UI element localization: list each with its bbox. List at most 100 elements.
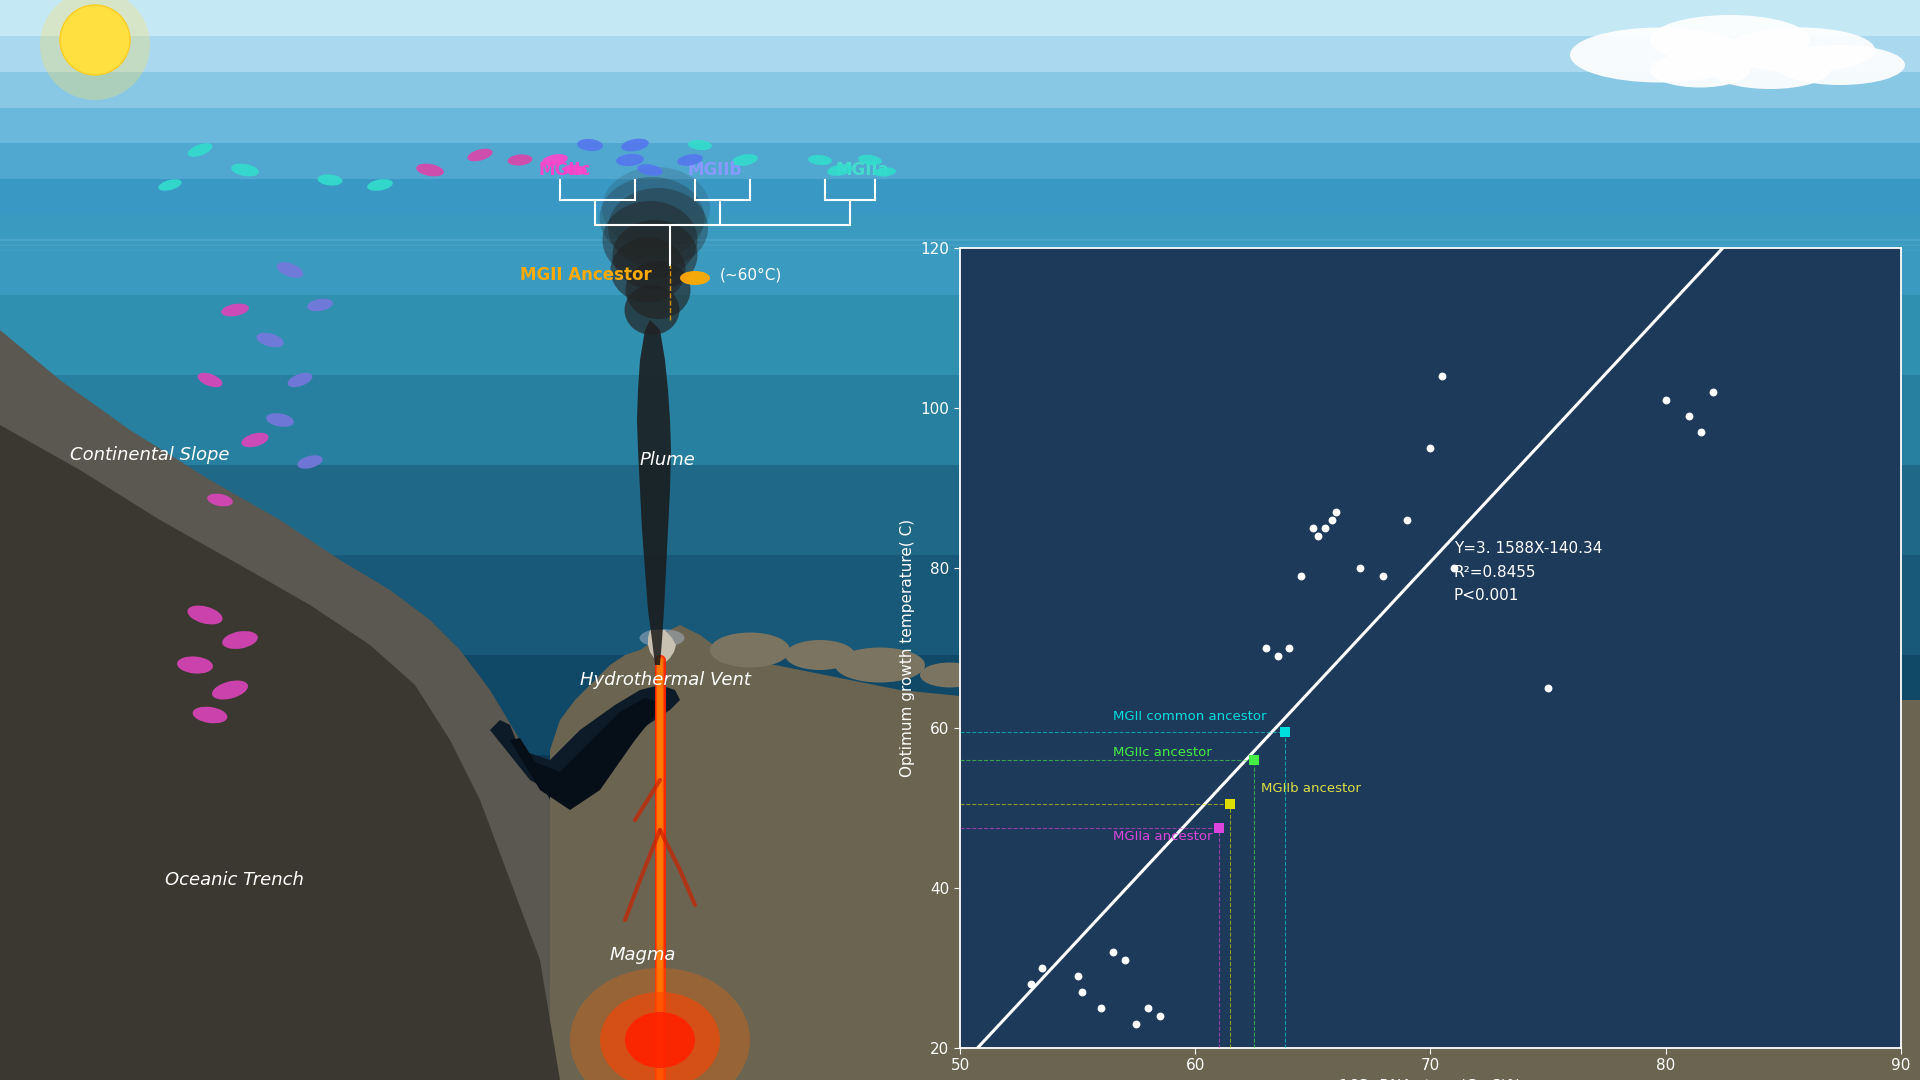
Polygon shape (649, 630, 676, 665)
Ellipse shape (1724, 27, 1876, 72)
Ellipse shape (242, 433, 269, 447)
Point (1238, 752, 1269, 769)
Ellipse shape (680, 271, 710, 285)
Polygon shape (0, 400, 561, 1080)
Ellipse shape (198, 373, 223, 388)
Ellipse shape (1010, 670, 1091, 700)
Ellipse shape (177, 657, 213, 674)
Ellipse shape (367, 179, 394, 191)
Bar (0, 36, 1920, 71)
Point (1269, 724, 1300, 741)
Text: MGIIc ancestor: MGIIc ancestor (1114, 746, 1212, 759)
Text: MGII Ancestor: MGII Ancestor (520, 266, 651, 284)
Bar (0, 755, 1920, 855)
Bar (0, 375, 1920, 465)
Text: Y=3. 1588X-140.34
R²=0.8455
P<0.001: Y=3. 1588X-140.34 R²=0.8455 P<0.001 (1453, 541, 1603, 603)
Point (1438, 559, 1469, 577)
Ellipse shape (578, 139, 603, 151)
Point (1215, 795, 1246, 812)
Ellipse shape (710, 633, 789, 667)
Ellipse shape (1649, 53, 1749, 87)
Point (1298, 519, 1329, 537)
Text: Oceanic Trench: Oceanic Trench (165, 870, 303, 889)
Ellipse shape (192, 706, 227, 724)
Ellipse shape (603, 167, 710, 249)
Point (1415, 440, 1446, 457)
Point (1427, 367, 1457, 384)
Point (1697, 383, 1728, 401)
Text: Plume: Plume (639, 451, 695, 469)
Text: Magma: Magma (611, 946, 676, 964)
Point (1649, 392, 1682, 409)
Point (1392, 512, 1423, 529)
Ellipse shape (211, 680, 248, 700)
Ellipse shape (616, 153, 643, 166)
Ellipse shape (1649, 15, 1811, 65)
Ellipse shape (835, 648, 925, 683)
Ellipse shape (1774, 45, 1905, 85)
Point (1317, 512, 1348, 529)
Ellipse shape (157, 179, 182, 191)
Ellipse shape (1571, 27, 1749, 82)
Ellipse shape (874, 167, 897, 177)
Ellipse shape (507, 154, 532, 165)
Ellipse shape (230, 163, 259, 176)
Ellipse shape (563, 165, 588, 175)
Point (1261, 647, 1292, 664)
Point (1062, 967, 1092, 984)
Ellipse shape (808, 154, 831, 165)
Bar (0, 295, 1920, 375)
Ellipse shape (687, 140, 712, 150)
Ellipse shape (288, 373, 313, 388)
Point (1275, 639, 1306, 657)
Ellipse shape (417, 163, 444, 176)
Ellipse shape (828, 164, 852, 176)
Text: MGIIb ancestor: MGIIb ancestor (1261, 782, 1361, 795)
Ellipse shape (785, 640, 854, 670)
Y-axis label: Optimum growth temperature( C): Optimum growth temperature( C) (900, 518, 916, 778)
Ellipse shape (188, 144, 213, 157)
Ellipse shape (599, 177, 705, 259)
Ellipse shape (678, 154, 703, 166)
Ellipse shape (1711, 51, 1830, 89)
Ellipse shape (920, 662, 979, 688)
Text: MGIIc: MGIIc (540, 161, 591, 179)
Bar (0, 780, 1920, 1080)
Text: Hydrothermal Vent: Hydrothermal Vent (580, 671, 751, 689)
Bar (0, 71, 1920, 108)
Point (1344, 559, 1375, 577)
Ellipse shape (609, 188, 708, 268)
Ellipse shape (207, 494, 232, 507)
Ellipse shape (611, 238, 685, 302)
Point (1302, 527, 1332, 544)
Point (1027, 959, 1058, 976)
Ellipse shape (732, 154, 758, 166)
Ellipse shape (639, 629, 685, 647)
Ellipse shape (307, 299, 332, 311)
Ellipse shape (60, 5, 131, 75)
Text: MGIIb: MGIIb (687, 161, 743, 179)
Point (1321, 503, 1352, 521)
Polygon shape (511, 698, 659, 810)
Point (1098, 943, 1129, 960)
Ellipse shape (257, 333, 284, 348)
Ellipse shape (40, 0, 150, 100)
Point (1532, 679, 1563, 697)
Point (1686, 423, 1716, 441)
Ellipse shape (858, 154, 881, 165)
Ellipse shape (221, 303, 250, 316)
Point (1674, 407, 1705, 424)
Ellipse shape (612, 220, 697, 291)
Point (1204, 819, 1235, 836)
Ellipse shape (267, 414, 294, 427)
Polygon shape (0, 240, 620, 1080)
Ellipse shape (317, 174, 342, 186)
Ellipse shape (626, 1012, 695, 1068)
Point (1121, 1015, 1152, 1032)
Bar (0, 179, 1920, 215)
Ellipse shape (599, 993, 720, 1080)
Bar (0, 465, 1920, 555)
Point (1309, 519, 1340, 537)
Ellipse shape (570, 968, 751, 1080)
Polygon shape (637, 320, 670, 665)
